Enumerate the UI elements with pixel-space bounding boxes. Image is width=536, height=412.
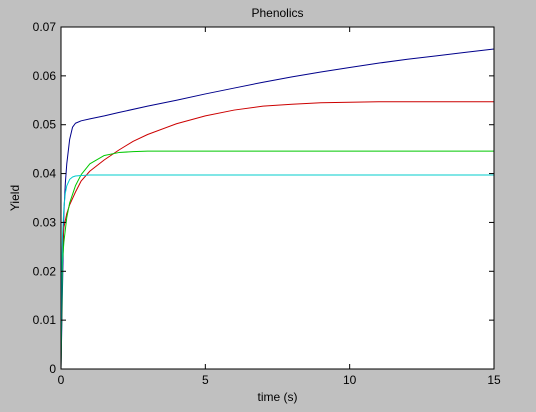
axes-background: [61, 27, 494, 369]
x-tick-label: 15: [487, 373, 501, 387]
tick-layer: 0 5 10 15 0 0.01 0.02 0.03 0.04 0.05 0.06 0.07: [33, 20, 501, 387]
x-tick-label: 10: [343, 373, 357, 387]
series-line-3: [60, 150, 494, 370]
y-tick-label: 0: [49, 362, 56, 376]
x-axis-label: time (s): [258, 390, 298, 404]
y-tick-label: 0.03: [33, 215, 57, 229]
y-tick-label: 0.05: [33, 118, 57, 132]
chart-title: Phenolics: [251, 6, 303, 20]
y-tick-label: 0.06: [33, 69, 57, 83]
x-tick-label: 5: [202, 373, 209, 387]
y-axis-label: Yield: [8, 185, 22, 211]
y-tick-label: 0.01: [33, 313, 57, 327]
series-line-4: [60, 174, 494, 370]
y-tick-label: 0.07: [33, 20, 57, 34]
y-tick-label: 0.04: [33, 167, 57, 181]
series-layer: [60, 48, 495, 370]
axes-box: [60, 26, 495, 370]
y-tick-label: 0.02: [33, 264, 57, 278]
x-tick-label: 0: [58, 373, 65, 387]
series-line-1: [60, 48, 495, 370]
